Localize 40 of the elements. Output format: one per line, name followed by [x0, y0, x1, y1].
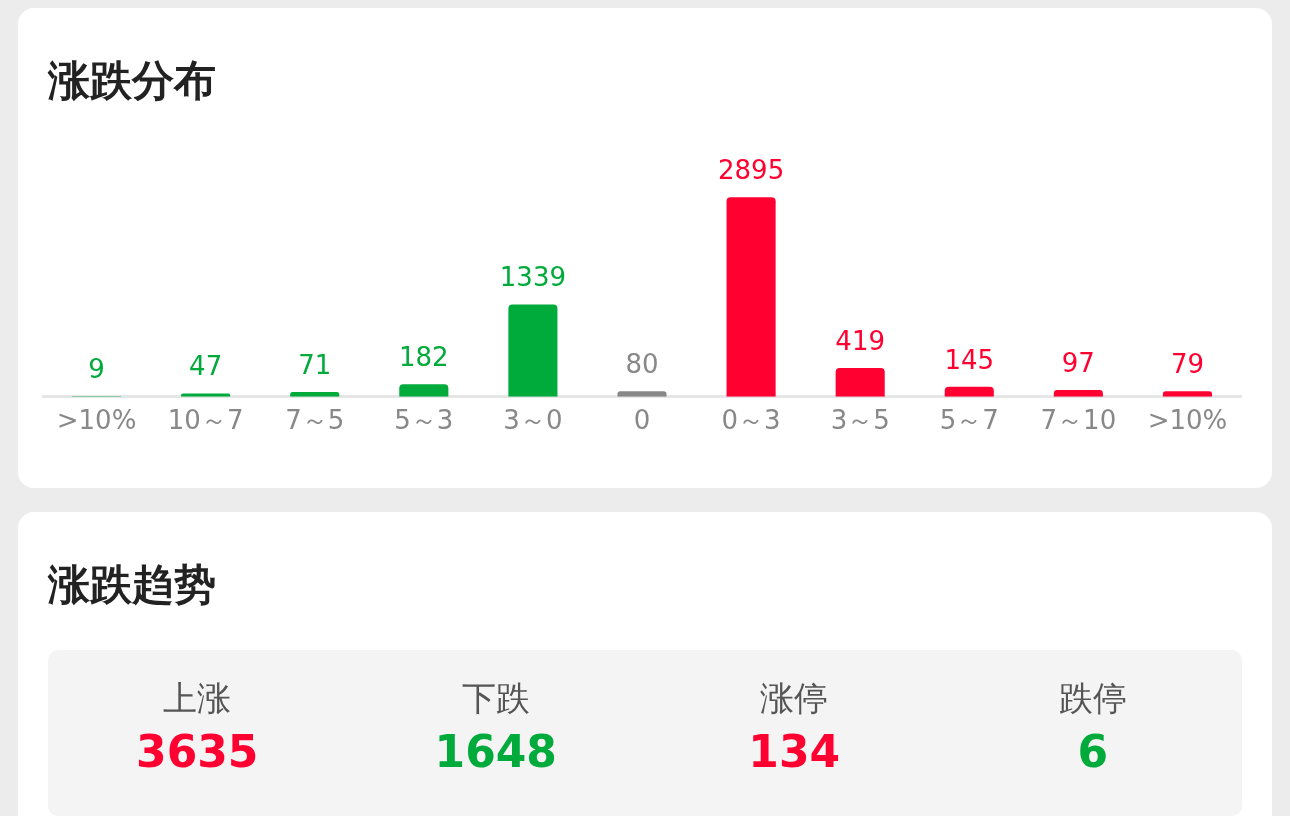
category-label: 下跌 [460, 677, 531, 720]
category-label: 跌停 [1057, 677, 1128, 720]
data-label: 1339 [499, 262, 566, 293]
x-tick-label: 3～5 [830, 405, 890, 436]
x-tick-label: 5～3 [394, 405, 454, 436]
bar [1053, 390, 1103, 397]
category-label: 上涨 [162, 677, 233, 720]
data-label: 182 [399, 342, 449, 372]
data-label: 80 [625, 349, 659, 380]
bar [508, 304, 558, 397]
text: 6 [1077, 726, 1109, 777]
x-tick-label: 7～10 [1040, 405, 1117, 436]
bar [835, 367, 885, 397]
x-tick-label: 5～7 [939, 405, 999, 436]
x-tick-label: 3～0 [503, 405, 563, 436]
data-label: 9 [88, 353, 105, 384]
x-tick-label: 10～7 [167, 405, 244, 436]
bar [726, 197, 776, 397]
data-label: 2895 [718, 154, 785, 185]
x-tick-label: 0～3 [721, 405, 781, 436]
data-label: 47 [189, 351, 223, 382]
chart-title: 涨跌分布 [48, 55, 216, 107]
category-label: 涨停 [759, 677, 830, 720]
data-label: 419 [835, 325, 885, 356]
data-label: 71 [298, 349, 332, 380]
text: 3635 [136, 726, 259, 777]
bar [944, 386, 994, 397]
text: 1648 [434, 726, 557, 777]
bar [399, 384, 449, 397]
data-label: 79 [1170, 349, 1204, 380]
bar [617, 391, 667, 397]
text: 134 [748, 726, 841, 777]
x-tick-label: >10% [1147, 405, 1228, 436]
x-tick-label: >10% [56, 405, 137, 436]
data-label: 145 [944, 344, 995, 375]
data-label: 97 [1061, 347, 1095, 378]
bar [1162, 391, 1212, 397]
x-tick-label: 0 [633, 405, 651, 436]
x-tick-label: 7～5 [285, 405, 345, 436]
text: 涨跌趋势 [48, 559, 216, 611]
